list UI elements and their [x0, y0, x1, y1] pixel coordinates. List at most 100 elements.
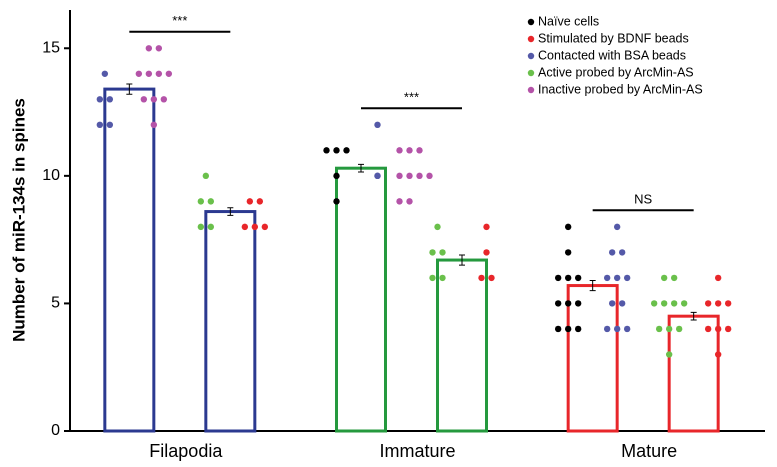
legend-marker [527, 69, 535, 77]
data-dot [483, 249, 490, 256]
data-dot [96, 96, 104, 103]
bar [436, 258, 488, 433]
data-dot [680, 300, 688, 307]
bar [335, 166, 387, 433]
data-dot [246, 198, 254, 205]
data-dot [564, 300, 572, 307]
data-dot [564, 274, 572, 282]
legend-marker [527, 18, 535, 26]
legend-label: Active probed by ArcMin-AS [538, 65, 694, 79]
data-dot [207, 223, 215, 231]
data-dot [714, 274, 722, 282]
legend-label: Naïve cells [538, 14, 599, 28]
bar [204, 210, 257, 433]
data-dot [554, 274, 562, 282]
data-dot [406, 198, 413, 205]
data-dot [675, 325, 683, 333]
data-dot [623, 274, 631, 282]
data-dot [574, 325, 582, 333]
data-dot [608, 300, 616, 307]
data-dot [406, 172, 413, 180]
data-dot [714, 300, 722, 307]
data-dot [724, 325, 732, 333]
data-dot [655, 325, 663, 333]
y-tick-label: 15 [42, 39, 60, 56]
legend-marker [527, 35, 535, 43]
data-dot [145, 45, 153, 52]
data-dot [426, 172, 433, 180]
bar [566, 284, 619, 433]
data-dot [603, 325, 611, 333]
data-dot [554, 300, 562, 307]
data-dot [251, 223, 259, 231]
data-dot [101, 70, 109, 77]
data-dot [333, 172, 340, 180]
data-dot [434, 223, 441, 231]
data-dot [202, 172, 210, 180]
data-dot [155, 70, 163, 77]
data-dot [618, 249, 626, 256]
data-dot [488, 274, 495, 282]
data-dot [197, 223, 205, 231]
data-dot [574, 300, 582, 307]
error-bar [358, 163, 364, 173]
data-dot [704, 300, 712, 307]
data-dot [554, 325, 562, 333]
data-dot [416, 147, 423, 154]
data-dot [478, 274, 485, 282]
data-dot [374, 121, 381, 129]
data-dot [483, 223, 490, 231]
data-dot [106, 121, 114, 129]
data-dot [613, 223, 621, 231]
data-dot [714, 325, 722, 333]
data-dot [207, 198, 215, 205]
data-dot [429, 249, 436, 256]
legend-label: Stimulated by BDNF beads [538, 31, 689, 45]
legend-label: Inactive probed by ArcMin-AS [538, 82, 703, 96]
data-dot [429, 274, 436, 282]
bar [667, 314, 720, 433]
data-dot [396, 147, 403, 154]
data-dot [406, 147, 413, 154]
data-dot [333, 147, 340, 154]
data-dot [261, 223, 269, 231]
data-dot [106, 96, 114, 103]
data-dot [650, 300, 658, 307]
y-tick-label: 5 [51, 295, 60, 312]
error-bar [227, 207, 234, 216]
data-dot [135, 70, 143, 77]
data-dot [623, 325, 631, 333]
data-dot [574, 274, 582, 282]
data-dot [564, 325, 572, 333]
data-dot [145, 70, 153, 77]
legend-marker [527, 52, 535, 60]
data-dot [660, 300, 668, 307]
data-dot [197, 198, 205, 205]
data-dot [140, 96, 148, 103]
error-bar [589, 279, 596, 292]
x-tick-label: Immature [379, 441, 455, 461]
data-dot [670, 274, 678, 282]
data-dot [96, 121, 104, 129]
legend-marker [527, 86, 535, 94]
data-dot [256, 198, 264, 205]
data-dot [439, 274, 446, 282]
error-bar [459, 254, 465, 266]
data-dot [564, 249, 572, 256]
data-dot [323, 147, 330, 154]
significance-label: *** [404, 90, 419, 105]
data-dot [416, 172, 423, 180]
data-dot [343, 147, 350, 154]
error-bar [690, 311, 697, 321]
error-bar [126, 83, 133, 95]
data-dot [665, 325, 673, 333]
data-dot [333, 198, 340, 205]
data-dot [618, 300, 626, 307]
data-dot [660, 274, 668, 282]
data-dot [150, 121, 158, 129]
data-dot [724, 300, 732, 307]
data-dot [396, 198, 403, 205]
data-dot [603, 274, 611, 282]
data-dot [150, 96, 158, 103]
